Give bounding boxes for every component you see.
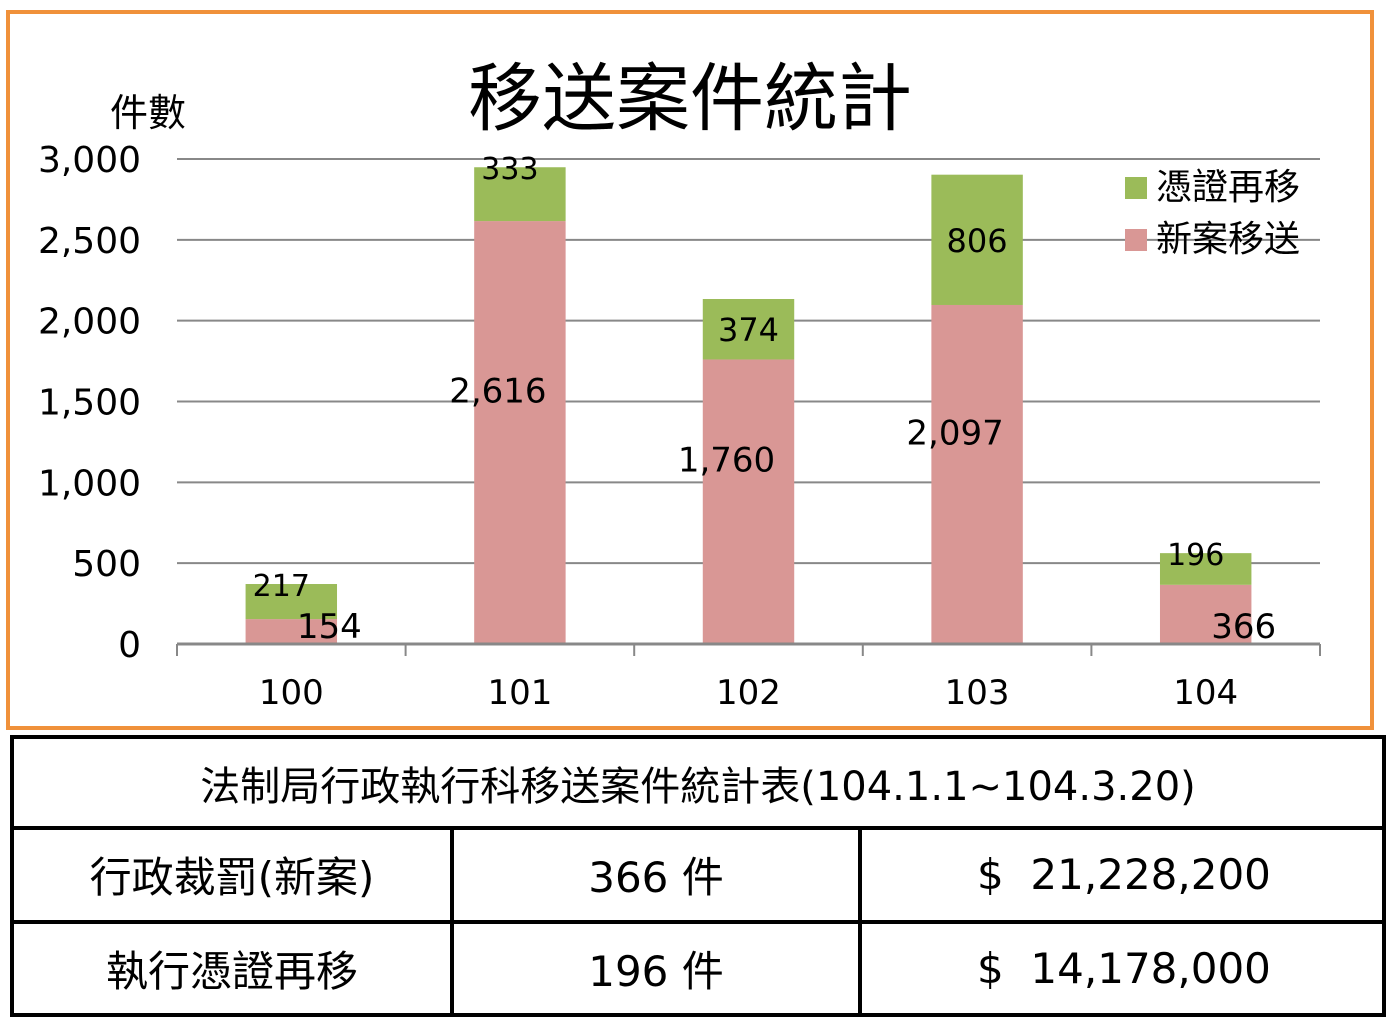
data-label: 366 xyxy=(1211,607,1276,647)
data-label: 196 xyxy=(1167,538,1224,573)
y-tick-label: 3,000 xyxy=(38,140,141,181)
x-tick-label: 100 xyxy=(259,673,324,713)
row-count: 196 件 xyxy=(450,919,862,1018)
x-tick-label: 104 xyxy=(1173,673,1238,713)
y-tick-label: 1,500 xyxy=(38,383,141,424)
row-label: 行政裁罰(新案) xyxy=(10,826,454,924)
y-tick-label: 1,000 xyxy=(38,463,141,504)
bar-segment-reissue xyxy=(474,167,566,222)
bar-segment-new-case xyxy=(474,221,566,644)
y-tick-label: 2,500 xyxy=(38,221,141,262)
data-label: 333 xyxy=(481,152,538,187)
bar-segment-reissue xyxy=(931,174,1023,305)
bar-segment-reissue xyxy=(1159,553,1252,585)
bar-segment-reissue xyxy=(245,584,338,620)
legend-label: 新案移送 xyxy=(1156,219,1300,260)
x-tick-label: 101 xyxy=(487,673,552,713)
row-label: 執行憑證再移 xyxy=(10,919,454,1018)
row-amount: $ 21,228,200 xyxy=(857,826,1386,924)
table-row: 執行憑證再移 196 件 $ 14,178,000 xyxy=(10,919,1386,1018)
row-count: 366 件 xyxy=(450,826,862,924)
legend-label: 憑證再移 xyxy=(1156,167,1300,208)
data-label: 806 xyxy=(947,222,1008,260)
data-label: 154 xyxy=(297,607,362,647)
x-axis: 100 101 102 103 104 xyxy=(176,642,1321,713)
chart-frame: 移送案件統計 件數 0 500 1,000 1,500 2,000 2,500 3,000 … xyxy=(6,10,1374,730)
stacked-bar-chart: 移送案件統計 件數 05001,0001,5002,0002,5003,000 … xyxy=(38,14,1321,713)
bar-segment-new-case xyxy=(931,304,1023,644)
x-tick-label: 103 xyxy=(945,673,1010,713)
y-axis-label: 件數 xyxy=(110,91,186,135)
bar-segment-new-case xyxy=(245,619,338,644)
data-label: 1,760 xyxy=(678,441,775,481)
y-axis-ticks: 0 500 1,000 1,500 2,000 2,500 3,000 xyxy=(38,140,141,666)
legend-swatch xyxy=(1125,229,1147,251)
y-tick-label: 0 xyxy=(118,625,141,666)
legend-swatch xyxy=(1125,177,1147,199)
x-tick-label: 102 xyxy=(716,673,781,713)
bar-segment-reissue xyxy=(702,299,795,360)
summary-table: 法制局行政執行科移送案件統計表(104.1.1~104.3.20) 行政裁罰(新… xyxy=(9,734,1386,1018)
data-label: 374 xyxy=(718,311,779,349)
chart-title: 移送案件統計 xyxy=(468,56,912,142)
table-caption: 法制局行政執行科移送案件統計表(104.1.1~104.3.20) xyxy=(9,734,1386,831)
row-amount: $ 14,178,000 xyxy=(857,919,1386,1018)
data-label: 2,616 xyxy=(449,372,546,412)
data-label: 217 xyxy=(253,569,310,604)
y-tick-label: 500 xyxy=(72,544,141,585)
bar-segment-new-case xyxy=(702,359,795,644)
bar-segment-new-case xyxy=(1159,584,1252,644)
table-row: 行政裁罰(新案) 366 件 $ 21,228,200 xyxy=(10,826,1386,924)
legend-background xyxy=(1060,14,1270,124)
bars xyxy=(245,167,1252,644)
y-tick-label: 2,000 xyxy=(38,302,141,343)
data-label: 2,097 xyxy=(906,413,1003,453)
